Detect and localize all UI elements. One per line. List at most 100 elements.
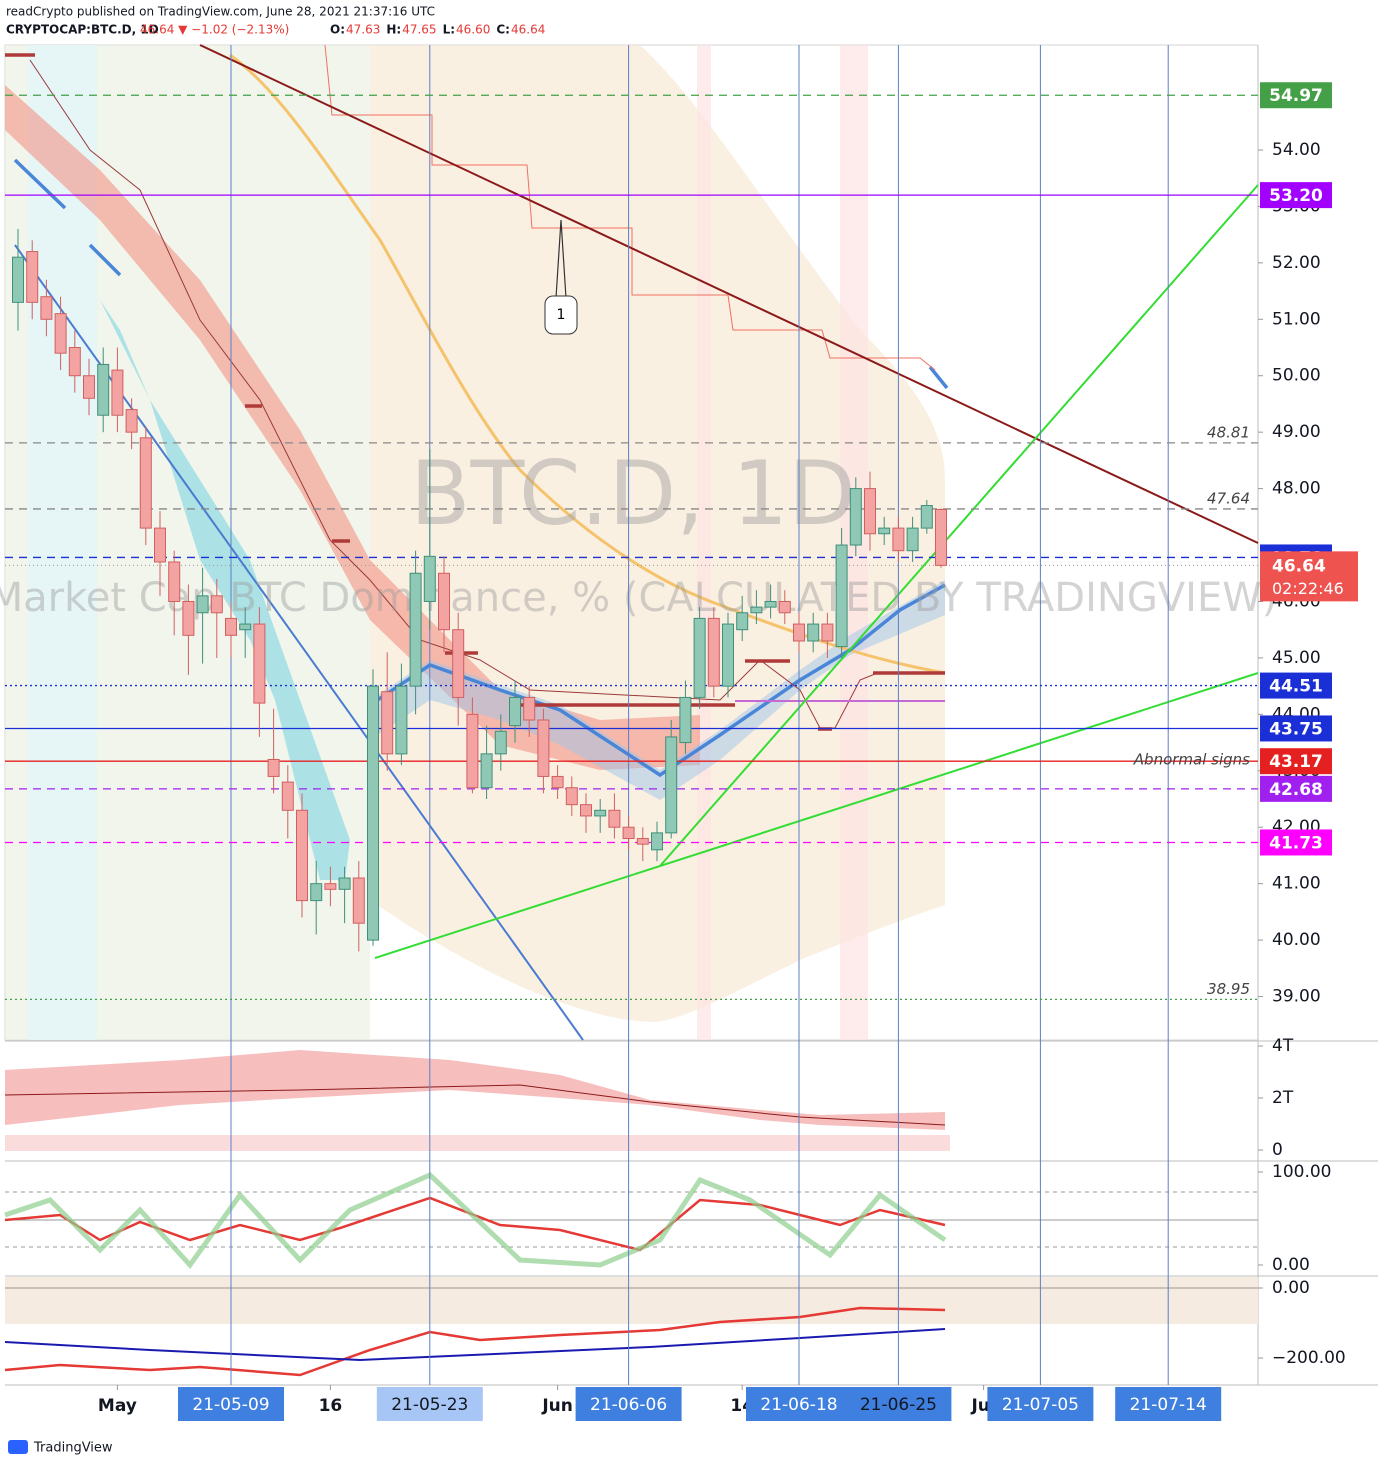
ohlc-value: 47.65 <box>402 23 436 37</box>
y-tick-label: 39.00 <box>1272 987 1321 1007</box>
y-tick-label: −200.00 <box>1272 1348 1346 1368</box>
candle-body <box>494 730 507 755</box>
candle-body <box>281 781 294 811</box>
level-label: 48.81 <box>1207 423 1250 441</box>
candle-body <box>409 572 422 687</box>
x-tick-label: May <box>98 1396 137 1416</box>
candle-body <box>12 256 24 303</box>
level-label: 47.64 <box>1207 489 1250 507</box>
volume-average <box>4 1084 946 1126</box>
date-badge <box>746 1387 852 1421</box>
price-badge-label: 41.73 <box>1269 833 1323 853</box>
candle-body <box>878 527 891 535</box>
candle-body <box>509 696 521 727</box>
price-badge-label: 44.51 <box>1269 677 1323 697</box>
candle-body <box>97 363 110 416</box>
y-tick-label: 4T <box>1272 1036 1294 1056</box>
trendline <box>374 672 1259 959</box>
date-badge <box>178 1387 284 1421</box>
ohlc-key: C: <box>496 23 510 37</box>
indicator-line <box>4 1328 946 1362</box>
ohlc-value: 46.64 <box>511 23 545 37</box>
trendline <box>14 244 584 1041</box>
candle-body <box>707 617 720 687</box>
date-badge <box>1115 1387 1222 1421</box>
candle-body <box>935 508 947 566</box>
ohlc-key: O: <box>330 23 345 37</box>
candle-body <box>466 713 479 789</box>
step-line <box>324 44 936 371</box>
y-tick-label: 2T <box>1272 1088 1294 1108</box>
candle-body <box>651 832 663 851</box>
candle-body <box>182 600 195 636</box>
candle-body <box>139 437 152 529</box>
candle-body <box>764 600 777 608</box>
trendline <box>199 44 1259 544</box>
candle-body <box>438 572 450 631</box>
date-badge-label: 21-06-06 <box>590 1395 667 1415</box>
y-tick-label: 49.00 <box>1272 422 1321 442</box>
footer-brand: TradingView <box>33 1441 113 1456</box>
x-tick-label: Jun <box>541 1396 573 1416</box>
date-badge <box>575 1387 682 1421</box>
oscillator <box>4 1196 946 1252</box>
candle-body <box>26 251 39 303</box>
ohlc: O: 47.63 H: 47.65 L: 46.60 C: 46.64 <box>330 23 545 37</box>
candle-body <box>665 736 678 834</box>
y-tick-label: 54.00 <box>1272 140 1321 160</box>
candle-body <box>821 623 834 642</box>
price-badge-label: 43.75 <box>1269 719 1323 739</box>
candle-body <box>239 623 252 631</box>
y-tick-label: 48.00 <box>1272 479 1321 499</box>
price-badge <box>1260 182 1332 209</box>
level-note: Abnormal signs <box>1133 751 1250 769</box>
candle-body <box>210 595 223 614</box>
shade <box>5 1277 1258 1324</box>
candle-body <box>636 838 649 845</box>
candle-body <box>352 877 365 924</box>
ohlc-key: L: <box>443 23 455 37</box>
y-tick-label: 50.00 <box>1272 366 1321 386</box>
price-badge-label: 42.68 <box>1269 780 1323 800</box>
last-price-badge <box>1260 551 1358 602</box>
y-tick-label: 51.00 <box>1272 309 1321 329</box>
candle-body <box>310 883 323 902</box>
ohlc-key: H: <box>386 23 401 37</box>
date-badge <box>987 1387 1094 1421</box>
date-badge-label: 21-05-09 <box>192 1395 269 1415</box>
candle-body <box>793 623 805 642</box>
last-price-label: 46.64 <box>1272 556 1326 576</box>
candle-body <box>395 685 408 755</box>
candle-body <box>296 809 308 902</box>
candle-body <box>83 375 95 399</box>
candle-body <box>693 617 706 698</box>
candle-body <box>68 347 81 377</box>
candle-body <box>622 826 635 840</box>
candle-body <box>154 527 166 563</box>
candle-body <box>565 787 578 806</box>
level-label: 38.95 <box>1207 980 1250 998</box>
ribbon <box>370 580 945 800</box>
candle-body <box>367 685 379 941</box>
candle-body <box>452 629 465 698</box>
price-badge <box>1260 829 1332 856</box>
candle-body <box>807 623 820 642</box>
candle-body <box>835 544 848 648</box>
price-badge <box>1260 775 1332 802</box>
price-badge-label: 54.97 <box>1269 86 1323 106</box>
candle-body <box>906 527 919 552</box>
y-tick-label: 45.00 <box>1272 648 1321 668</box>
candle-body <box>423 555 436 602</box>
trendline <box>659 184 1259 867</box>
candle-body <box>736 612 749 631</box>
candle-body <box>778 600 791 614</box>
price-badge <box>1260 715 1332 742</box>
candle-body <box>580 804 592 817</box>
shade <box>28 45 97 1040</box>
date-badge-label: 21-06-18 <box>760 1395 837 1415</box>
y-tick-label: 100.00 <box>1272 1162 1331 1182</box>
symbol: CRYPTOCAP:BTC.D, 1D <box>6 23 159 37</box>
moving-average <box>229 53 946 675</box>
